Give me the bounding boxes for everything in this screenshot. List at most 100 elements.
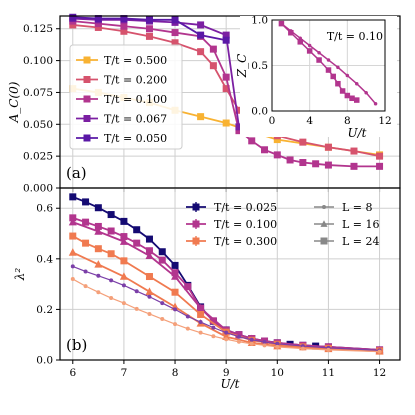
legend-entry: T/t = 0.500 bbox=[104, 54, 167, 67]
inset-data-point bbox=[354, 97, 360, 103]
data-point bbox=[134, 306, 139, 311]
legend-entry: T/t = 0.050 bbox=[104, 132, 167, 145]
inset-data-point bbox=[364, 91, 368, 95]
data-point bbox=[197, 31, 205, 39]
data-point bbox=[83, 269, 88, 274]
data-point bbox=[68, 248, 77, 256]
y-tick-label: 0.100 bbox=[23, 55, 53, 67]
data-point bbox=[94, 20, 102, 28]
x-tick-label: 10 bbox=[271, 367, 284, 379]
data-point bbox=[109, 278, 114, 283]
data-point bbox=[96, 290, 101, 295]
data-point bbox=[68, 217, 77, 226]
y-tick-label: 0.0 bbox=[36, 355, 53, 367]
y-tick-label: 0.000 bbox=[23, 183, 53, 195]
legend-swatch-marker bbox=[192, 220, 200, 228]
x-tick-label: 11 bbox=[322, 367, 335, 379]
data-point bbox=[236, 334, 241, 339]
x-tick-label: 12 bbox=[373, 367, 386, 379]
data-point bbox=[222, 85, 230, 93]
data-point bbox=[120, 257, 128, 265]
inset-y-tick-label: 0.5 bbox=[251, 60, 268, 72]
data-point bbox=[198, 330, 203, 335]
inset-series bbox=[279, 21, 378, 106]
data-point bbox=[324, 143, 332, 151]
data-point bbox=[224, 330, 229, 335]
data-point bbox=[350, 147, 358, 155]
inset-x-tick-label: 8 bbox=[344, 115, 351, 127]
y-tick-label: 0.025 bbox=[23, 151, 53, 163]
data-point bbox=[173, 307, 178, 312]
data-point bbox=[171, 29, 179, 37]
data-point bbox=[222, 31, 230, 39]
inset-y-tick-label: 0.0 bbox=[251, 106, 268, 118]
panel-a: 0.000 0.025 0.050 0.075 0.100 0.125 (a) A_C(0) T… bbox=[7, 13, 401, 195]
inset-data-point bbox=[316, 57, 322, 63]
data-point bbox=[94, 260, 103, 268]
legend-entry: T/t = 0.025 bbox=[214, 201, 277, 214]
inset-data-point bbox=[339, 88, 346, 94]
data-point bbox=[94, 245, 102, 253]
series bbox=[70, 277, 382, 354]
series-line bbox=[72, 265, 380, 351]
data-point bbox=[134, 289, 139, 294]
x-axis-label: U/t bbox=[221, 377, 240, 391]
data-point bbox=[119, 237, 128, 245]
legend-entry: T/t = 0.200 bbox=[104, 74, 167, 87]
y-axis-label: λ² bbox=[13, 268, 27, 282]
data-point bbox=[222, 36, 230, 44]
data-point bbox=[82, 239, 90, 247]
data-point bbox=[209, 62, 217, 70]
inset-y-axis-label: Z_C bbox=[235, 54, 249, 79]
data-point bbox=[145, 16, 153, 24]
inset-data-point bbox=[344, 92, 351, 99]
data-point bbox=[211, 325, 216, 330]
data-point bbox=[82, 218, 90, 226]
data-point bbox=[185, 314, 190, 319]
data-point bbox=[211, 334, 216, 339]
data-point bbox=[94, 222, 102, 230]
data-point bbox=[235, 127, 243, 135]
axes-frame bbox=[59, 187, 401, 361]
legend: T/t = 0.025 T/t = 0.100 T/t = 0.300 L = 8 L … bbox=[186, 201, 380, 248]
data-point bbox=[120, 27, 128, 35]
data-point bbox=[145, 25, 153, 33]
data-point bbox=[275, 344, 280, 349]
inset-data-point bbox=[355, 81, 359, 86]
data-point bbox=[120, 22, 128, 30]
inset-data-point bbox=[279, 21, 284, 26]
legend-entry: T/t = 0.300 bbox=[214, 235, 277, 248]
data-point bbox=[147, 294, 152, 299]
inset-x-axis-label: U/t bbox=[348, 126, 367, 140]
legend-box bbox=[69, 44, 183, 150]
legend-swatch-marker bbox=[192, 203, 200, 211]
data-point bbox=[184, 283, 192, 291]
data-point bbox=[119, 272, 128, 280]
data-point bbox=[299, 138, 307, 146]
inset-x-tick-label: 4 bbox=[306, 115, 313, 127]
x-tick-label: 6 bbox=[69, 367, 76, 379]
data-point bbox=[262, 343, 267, 348]
data-point bbox=[248, 137, 256, 145]
data-point bbox=[273, 136, 281, 144]
data-point bbox=[145, 273, 153, 281]
data-point bbox=[96, 273, 101, 278]
data-point bbox=[145, 32, 153, 40]
inset-title: T/t = 0.10 bbox=[327, 30, 383, 43]
data-point bbox=[109, 296, 114, 301]
data-point bbox=[82, 198, 90, 206]
legend-swatch-marker bbox=[192, 237, 200, 245]
data-point bbox=[145, 235, 153, 243]
inset-frame bbox=[271, 19, 386, 112]
legend-entry: T/t = 0.100 bbox=[104, 93, 167, 106]
data-point bbox=[197, 48, 205, 56]
inset-data-point bbox=[335, 80, 341, 87]
data-point bbox=[299, 159, 307, 167]
inset-chart: 0 4 8 12 0.0 0.5 1.0 T/t = 0.10 Z_C U/t bbox=[235, 15, 397, 140]
y-tick-label: 0.125 bbox=[23, 23, 53, 35]
data-point bbox=[120, 15, 128, 23]
data-point bbox=[171, 16, 179, 24]
data-point bbox=[377, 349, 382, 354]
data-point bbox=[196, 303, 205, 312]
